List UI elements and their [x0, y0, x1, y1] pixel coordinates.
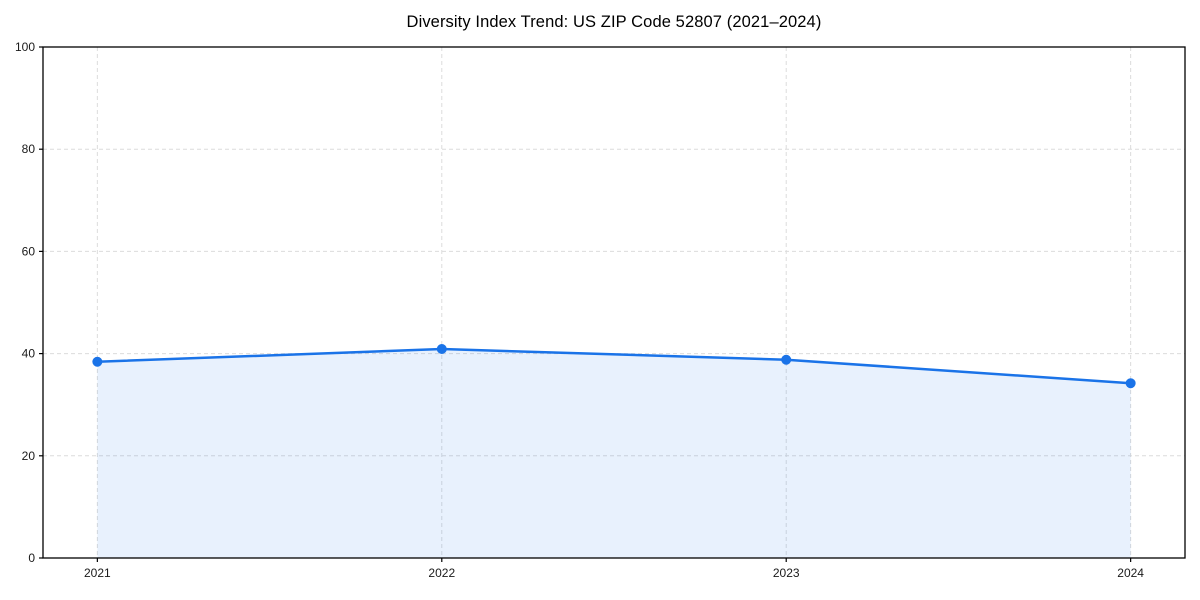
data-point-marker: [436, 344, 447, 355]
y-tick-label: 20: [22, 449, 36, 463]
trend-line: [96, 347, 1132, 385]
y-tick-label: 80: [22, 142, 36, 156]
y-tick-label: 40: [22, 347, 36, 361]
x-tick-label: 2021: [84, 566, 111, 580]
y-tick-label: 100: [15, 40, 35, 54]
area-fill: [97, 349, 1131, 558]
x-tick-label: 2024: [1117, 566, 1144, 580]
y-tick-label: 0: [28, 551, 35, 565]
data-point-marker: [1125, 378, 1136, 389]
chart-title: Diversity Index Trend: US ZIP Code 52807…: [406, 13, 822, 31]
x-tick-label: 2023: [773, 566, 800, 580]
data-point-marker: [92, 356, 103, 367]
plot-border: [42, 46, 1186, 559]
y-tick-label: 60: [22, 244, 36, 258]
x-tick-label: 2022: [428, 566, 455, 580]
data-point-marker: [781, 354, 792, 365]
